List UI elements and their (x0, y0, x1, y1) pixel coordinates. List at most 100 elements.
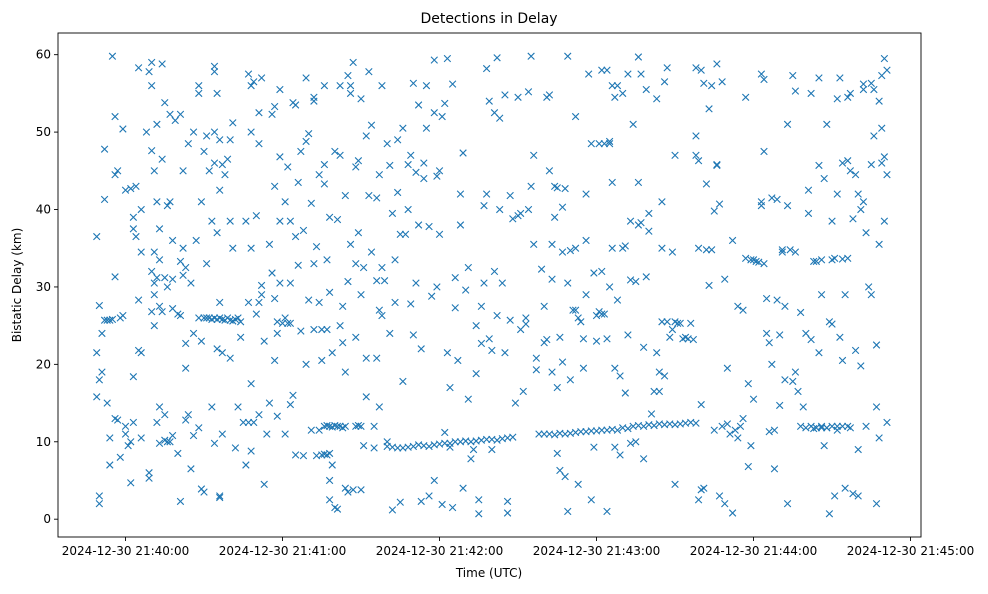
data-point (600, 140, 609, 148)
data-point (425, 492, 433, 500)
data-point (802, 424, 810, 432)
data-point (174, 449, 182, 458)
data-point (422, 81, 431, 90)
data-point (380, 277, 389, 285)
data-point (412, 279, 420, 287)
data-point (668, 248, 677, 256)
data-point (155, 256, 164, 264)
data-point (713, 161, 721, 170)
data-point (294, 178, 302, 187)
data-point (493, 436, 501, 444)
data-point (721, 275, 729, 283)
data-point (276, 85, 284, 94)
data-point (488, 346, 496, 355)
data-point (700, 484, 708, 492)
data-point (524, 205, 533, 214)
data-point (273, 318, 281, 326)
data-point (556, 466, 564, 475)
data-point (692, 419, 700, 427)
data-point (396, 230, 404, 238)
data-point (409, 442, 418, 451)
x-tick-label: 2024-12-30 21:43:00 (533, 544, 660, 558)
data-point (176, 497, 185, 506)
data-point (393, 188, 402, 197)
data-point (789, 71, 797, 80)
data-point (624, 424, 632, 433)
data-point (488, 445, 496, 454)
data-point (467, 455, 475, 463)
data-point (304, 296, 313, 304)
data-point (346, 240, 355, 249)
data-point (291, 451, 300, 459)
data-point (846, 167, 855, 175)
data-point (195, 81, 203, 90)
data-point (498, 279, 507, 287)
data-point (325, 449, 334, 458)
data-point (613, 296, 622, 304)
y-tick-label: 60 (36, 48, 51, 62)
data-point (741, 93, 750, 101)
data-point (349, 58, 357, 67)
data-point (571, 112, 580, 121)
data-point (184, 410, 193, 419)
data-point (286, 319, 295, 328)
data-point (710, 207, 718, 215)
data-point (414, 221, 423, 229)
data-point (611, 443, 619, 451)
data-point (762, 329, 771, 338)
data-point (841, 484, 849, 492)
data-point (566, 246, 575, 255)
data-point (655, 368, 664, 376)
data-point (828, 422, 836, 430)
data-point (270, 294, 279, 303)
data-point (844, 254, 852, 262)
data-point (783, 201, 792, 210)
x-axis-ticks: 2024-12-30 21:40:00 2024-12-30 21:41:00 20… (62, 537, 974, 558)
data-point (113, 167, 122, 175)
data-point (736, 422, 745, 430)
data-point (299, 452, 308, 460)
data-point (299, 226, 308, 235)
data-point (373, 194, 381, 202)
data-point (561, 184, 569, 193)
data-point (137, 205, 145, 214)
data-point (556, 333, 564, 341)
data-point (323, 256, 331, 264)
data-point (161, 410, 169, 419)
data-point (422, 124, 431, 132)
data-point (333, 505, 342, 513)
data-point (694, 496, 703, 504)
data-point (93, 232, 101, 241)
data-point (302, 74, 310, 82)
data-point (213, 89, 221, 98)
x-tick-label: 2024-12-30 21:40:00 (62, 544, 189, 558)
data-point (564, 507, 572, 516)
data-point (571, 306, 580, 314)
data-point (318, 325, 326, 334)
data-point (741, 254, 750, 262)
data-point (723, 364, 732, 372)
data-point (111, 112, 119, 121)
data-point (255, 410, 263, 419)
data-point (553, 449, 561, 458)
data-point (176, 110, 185, 118)
data-point (333, 215, 342, 224)
data-point (362, 132, 370, 140)
data-point (734, 434, 742, 442)
data-point (147, 146, 156, 155)
data-point (226, 136, 234, 144)
data-point (448, 503, 457, 512)
data-point (880, 153, 889, 161)
data-point (111, 273, 119, 281)
data-point (668, 325, 677, 334)
data-point (532, 354, 541, 362)
data-point (608, 81, 616, 90)
data-point (127, 479, 135, 487)
data-point (595, 140, 603, 148)
data-point (506, 316, 514, 324)
data-point (357, 95, 365, 103)
data-point (658, 318, 666, 326)
data-point (558, 248, 567, 256)
data-point (456, 190, 465, 198)
data-point (765, 428, 773, 436)
